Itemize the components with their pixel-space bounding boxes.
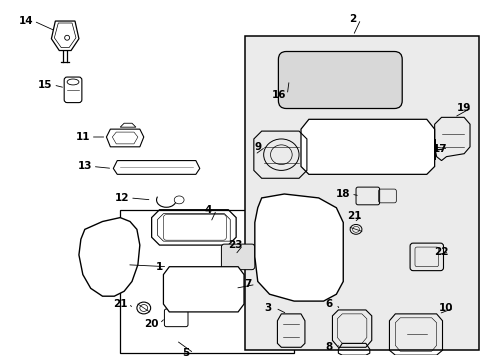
Polygon shape [301,119,434,174]
Text: 5: 5 [182,348,189,358]
Text: 23: 23 [227,240,242,250]
Text: 8: 8 [324,342,331,352]
Text: 18: 18 [335,189,350,199]
Text: 15: 15 [38,80,53,90]
Bar [120,210,293,353]
Text: 6: 6 [324,299,331,309]
Text: 21: 21 [346,211,361,221]
Polygon shape [163,267,244,312]
Text: 1: 1 [156,262,163,272]
FancyBboxPatch shape [221,244,254,270]
Text: 13: 13 [78,162,92,171]
Polygon shape [79,217,140,296]
Text: 14: 14 [19,16,33,26]
Text: 11: 11 [76,132,90,142]
Bar [244,36,478,350]
Text: 19: 19 [456,103,470,113]
Text: 22: 22 [433,247,448,257]
Text: 4: 4 [204,205,212,215]
Text: 16: 16 [272,90,286,100]
Text: 17: 17 [432,144,447,154]
Text: 2: 2 [349,14,356,24]
Text: 3: 3 [264,303,271,313]
Text: 7: 7 [244,279,251,289]
Text: 21: 21 [113,299,127,309]
Text: 10: 10 [438,303,453,313]
Polygon shape [254,194,343,301]
FancyBboxPatch shape [278,51,402,108]
Text: 12: 12 [115,193,129,203]
Text: 9: 9 [254,142,261,152]
Text: 20: 20 [144,319,159,329]
